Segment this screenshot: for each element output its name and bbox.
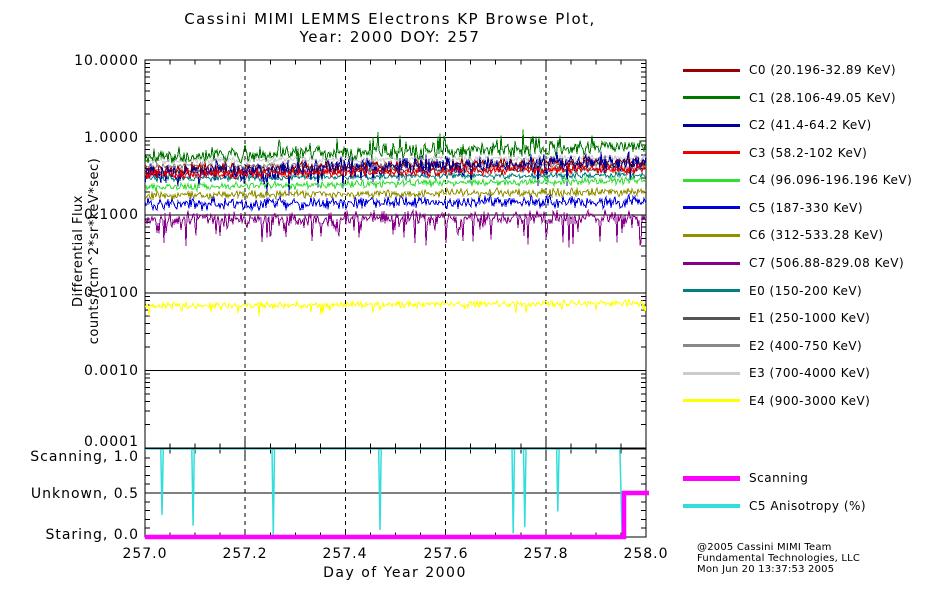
- legend-label-c3: C3 (58.2-102 KeV): [749, 145, 868, 160]
- legend-color-line-e0: [683, 289, 740, 293]
- trace-c4: [145, 175, 646, 193]
- legend-color-line-c5-anisotropy: [683, 504, 740, 508]
- legend-color-line-c6: [683, 233, 740, 237]
- anisotropy-trace: [145, 449, 623, 536]
- xtick-257p6: 257.6: [423, 546, 469, 562]
- plot-title-line2: Year: 2000 DOY: 257: [299, 28, 481, 46]
- legend-item-e3: E3 (700-4000 KeV): [683, 365, 870, 381]
- flux-tick-10: 10.0000: [74, 53, 139, 69]
- flux-axis-label-line1: Differential Flux: [71, 195, 86, 308]
- legend-item-e0: E0 (150-200 KeV): [683, 283, 862, 299]
- legend-item-c4: C4 (96.096-196.196 KeV): [683, 172, 912, 188]
- legend-item-c2: C2 (41.4-64.2 KeV): [683, 117, 872, 133]
- legend-item-e2: E2 (400-750 KeV): [683, 338, 862, 354]
- flux-tick-0p0001: 0.0001: [84, 434, 139, 450]
- xtick-257p4: 257.4: [322, 546, 368, 562]
- trace-c5: [145, 193, 646, 212]
- legend-label-c2: C2 (41.4-64.2 KeV): [749, 118, 872, 133]
- legend-color-line-e1: [683, 316, 740, 320]
- x-axis-label: Day of Year 2000: [323, 565, 467, 581]
- trace-c3: [145, 163, 646, 180]
- legend-item-c5-anisotropy: C5 Anisotropy (%): [683, 498, 866, 514]
- legend-color-line-scanning: [683, 475, 740, 481]
- legend-label-e0: E0 (150-200 KeV): [749, 283, 863, 298]
- trace-e0: [145, 170, 646, 184]
- legend-item-c7: C7 (506.88-829.08 KeV): [683, 255, 904, 271]
- mode-tick-staring: Staring, 0.0: [45, 527, 139, 543]
- legend-label-scanning: Scanning: [749, 471, 809, 485]
- credit-line2: Fundamental Technologies, LLC: [697, 553, 861, 564]
- legend-color-line-c1: [683, 96, 740, 100]
- flux-tick-1: 1.0000: [84, 130, 139, 146]
- legend-label-c4: C4 (96.096-196.196 KeV): [749, 173, 913, 188]
- legend-item-c5: C5 (187-330 KeV): [683, 200, 863, 216]
- flux-axis-label: Differential Flux counts/(cm^2*sr*keV*se…: [71, 101, 105, 401]
- legend-label-e4: E4 (900-3000 KeV): [749, 393, 871, 408]
- flux-tick-0p01: 0.0100: [84, 285, 139, 301]
- legend-color-line-c0: [683, 68, 740, 72]
- legend-color-line-e4: [683, 399, 740, 403]
- legend-item-scanning: Scanning: [683, 470, 808, 486]
- credit-line1: @2005 Cassini MIMI Team: [697, 542, 832, 553]
- legend-label-c0: C0 (20.196-32.89 KeV): [749, 63, 897, 77]
- legend-item-c6: C6 (312-533.28 KeV): [683, 227, 884, 243]
- xtick-257p2: 257.2: [222, 546, 268, 562]
- legend-label-c5: C5 (187-330 KeV): [749, 200, 864, 215]
- legend-label-c5-anisotropy: C5 Anisotropy (%): [749, 499, 867, 513]
- legend-color-line-c3: [683, 151, 740, 155]
- legend-label-c6: C6 (312-533.28 KeV): [749, 228, 884, 243]
- legend-item-e1: E1 (250-1000 KeV): [683, 310, 870, 326]
- legend-color-line-c2: [683, 123, 740, 127]
- legend-item-c3: C3 (58.2-102 KeV): [683, 145, 867, 161]
- flux-tick-0p1: 0.1000: [84, 207, 139, 223]
- flux-tick-0p001: 0.0010: [84, 363, 139, 379]
- trace-c6: [145, 186, 646, 201]
- flux-axis-label-line2: counts/(cm^2*sr*keV*sec): [87, 157, 102, 345]
- xtick-257p8: 257.8: [523, 546, 569, 562]
- xtick-258p0: 258.0: [623, 546, 669, 562]
- credit-line3: Mon Jun 20 13:37:53 2005: [697, 564, 835, 575]
- legend-color-line-e3: [683, 371, 740, 375]
- legend-item-c1: C1 (28.106-49.05 KeV): [683, 90, 896, 106]
- legend-label-c1: C1 (28.106-49.05 KeV): [749, 90, 897, 105]
- legend-item-e4: E4 (900-3000 KeV): [683, 393, 870, 409]
- flux-panel-frame: [144, 59, 647, 449]
- legend-label-e3: E3 (700-4000 KeV): [749, 366, 871, 381]
- mode-tick-unknown: Unknown, 0.5: [30, 486, 139, 502]
- legend-item-c0: C0 (20.196-32.89 KeV): [683, 62, 896, 78]
- legend-label-e1: E1 (250-1000 KeV): [749, 311, 871, 326]
- legend-color-line-e2: [683, 344, 740, 348]
- trace-c7: [145, 208, 646, 248]
- scanning-trace: [145, 490, 649, 540]
- plot-title-line1: Cassini MIMI LEMMS Electrons KP Browse P…: [184, 10, 596, 28]
- trace-e3: [145, 152, 646, 166]
- legend-label-c7: C7 (506.88-829.08 KeV): [749, 256, 905, 271]
- legend-label-e2: E2 (400-750 KeV): [749, 338, 863, 353]
- xtick-257p0: 257.0: [122, 546, 168, 562]
- legend-color-line-c4: [683, 178, 740, 182]
- trace-c1: [145, 129, 646, 164]
- legend-color-line-c7: [683, 261, 740, 265]
- mode-tick-scanning: Scanning, 1.0: [30, 449, 139, 465]
- trace-e4: [145, 297, 646, 317]
- legend-color-line-c5: [683, 206, 740, 210]
